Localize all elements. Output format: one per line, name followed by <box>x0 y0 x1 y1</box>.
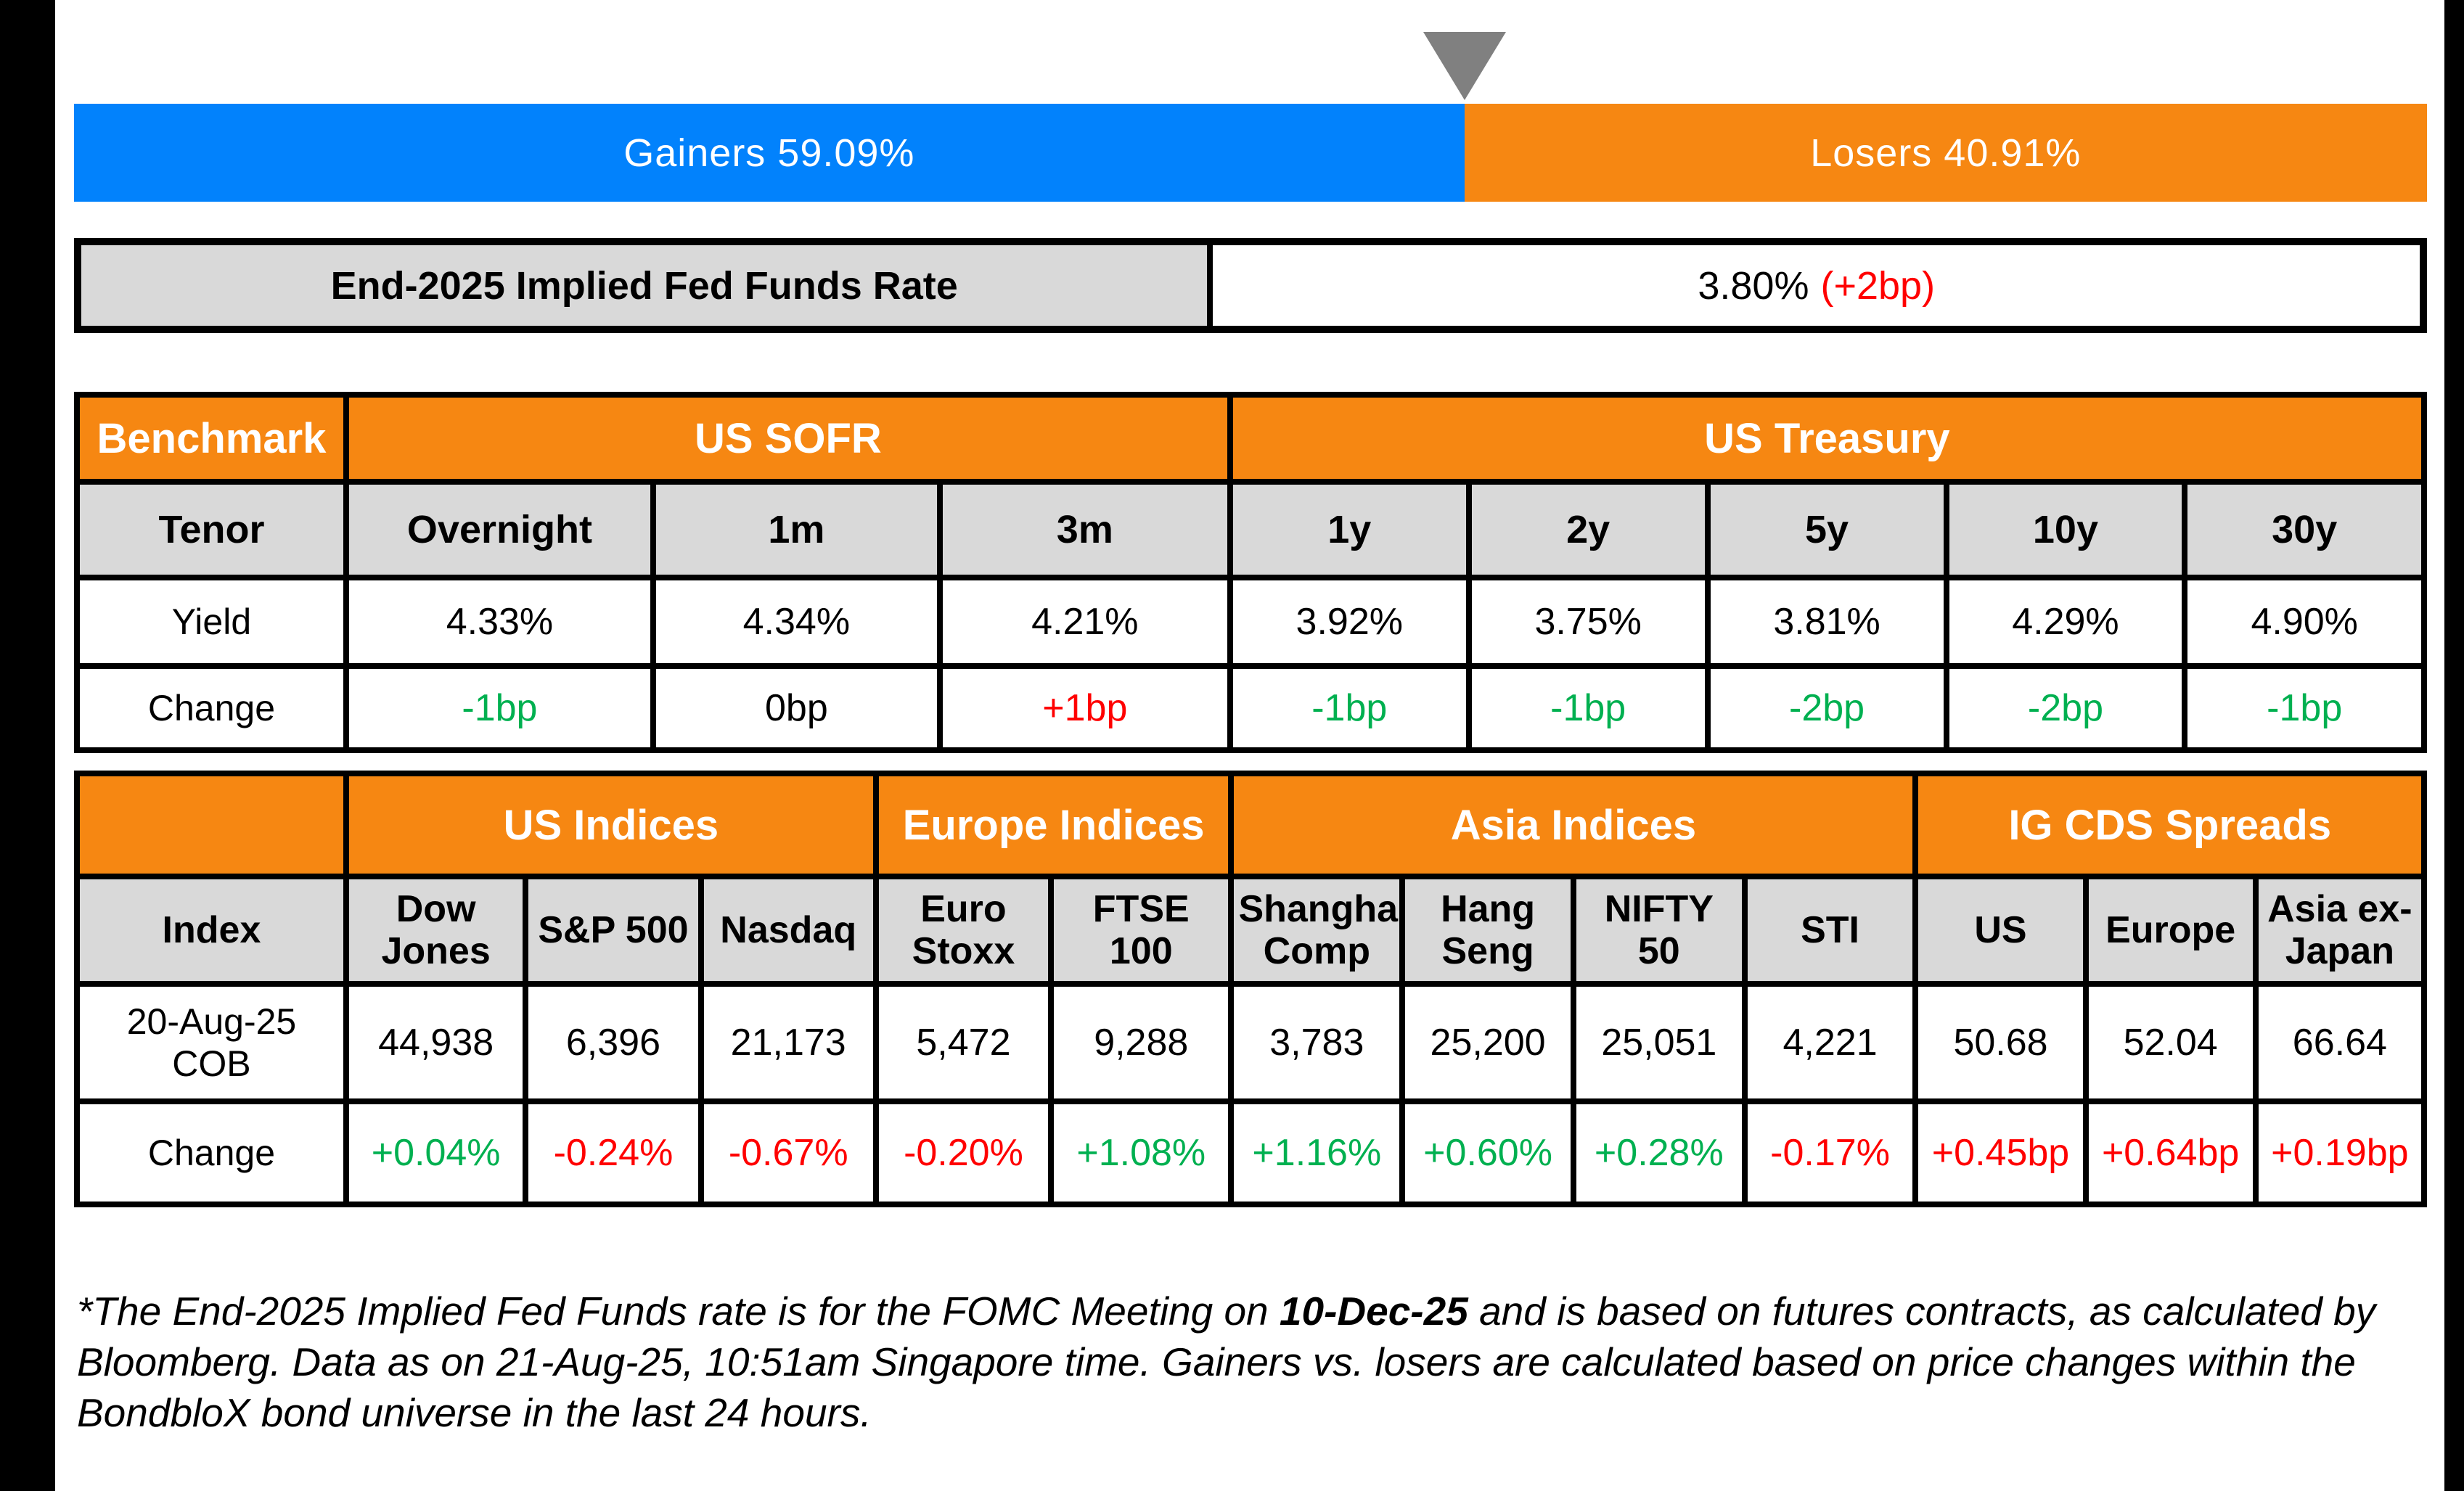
footnote-text: and is based on futures contracts, as ca… <box>1468 1289 2376 1334</box>
index-header-cell: Hang Seng <box>1399 874 1576 987</box>
index-value-cell: 3,783 <box>1228 981 1406 1104</box>
group-header-asia-indices: Asia Indices <box>1228 771 1919 879</box>
index-header-cell: Nasdaq <box>697 874 879 987</box>
cob-date-row-label: 20-Aug-25 COB <box>74 981 349 1104</box>
fed-funds-rate: 3.80% <box>1698 263 1809 308</box>
yield-row-label: Yield <box>74 575 349 669</box>
index-value-cell: 50.68 <box>1912 981 2089 1104</box>
fed-funds-label: End-2025 Implied Fed Funds Rate <box>81 245 1213 326</box>
index-value-cell: 52.04 <box>2082 981 2259 1104</box>
fed-funds-value-cell: 3.80% (+2bp) <box>1213 245 2420 326</box>
tenor-row-label: Tenor <box>74 479 349 580</box>
change-value-cell: 0bp <box>650 663 943 753</box>
benchmark-table: Benchmark US SOFR US Treasury Tenor Over… <box>74 392 2428 753</box>
tenor-header-cell: 10y <box>1943 479 2188 580</box>
change-value-cell: -2bp <box>1704 663 1949 753</box>
indices-table: US Indices Europe Indices Asia Indices I… <box>74 771 2428 1207</box>
losers-label: Losers 40.91% <box>1810 131 2082 175</box>
index-header-cell: S&P 500 <box>523 874 704 987</box>
yield-value-cell: 4.21% <box>936 575 1233 669</box>
index-row-label: Index <box>74 874 349 987</box>
tenor-header-cell: Overnight <box>343 479 656 580</box>
index-header-cell: US <box>1912 874 2089 987</box>
index-header-cell: Dow Jones <box>343 874 529 987</box>
group-header-us-treasury: US Treasury <box>1227 392 2428 485</box>
tenor-header-cell: 1m <box>650 479 943 580</box>
index-change-cell: +0.60% <box>1399 1098 1576 1207</box>
footnote-line-2: Bloomberg. Data as on 21-Aug-25, 10:51am… <box>77 1339 2356 1384</box>
yield-value-cell: 3.92% <box>1227 575 1472 669</box>
index-value-cell: 66.64 <box>2252 981 2428 1104</box>
left-black-strip <box>0 0 55 1491</box>
losers-bar-segment: Losers 40.91% <box>1464 104 2427 202</box>
index-value-cell: 9,288 <box>1048 981 1235 1104</box>
tenor-header-cell: 5y <box>1704 479 1949 580</box>
index-change-cell: +0.45bp <box>1912 1098 2089 1207</box>
right-black-strip <box>2444 0 2464 1491</box>
change-value-cell: -2bp <box>1943 663 2188 753</box>
change-value-cell: -1bp <box>2182 663 2427 753</box>
gainers-losers-marker-icon <box>1423 32 1506 100</box>
index-change-cell: -0.67% <box>697 1098 879 1207</box>
index-change-cell: +0.28% <box>1570 1098 1748 1207</box>
index-header-cell: Asia ex-Japan <box>2252 874 2428 987</box>
change-value-cell: -1bp <box>343 663 656 753</box>
index-value-cell: 5,472 <box>872 981 1055 1104</box>
index-change-cell: +0.04% <box>343 1098 529 1207</box>
yield-value-cell: 4.90% <box>2182 575 2427 669</box>
index-value-cell: 6,396 <box>523 981 704 1104</box>
group-header-us-sofr: US SOFR <box>343 392 1233 485</box>
yield-value-cell: 4.33% <box>343 575 656 669</box>
index-header-cell: Europe <box>2082 874 2259 987</box>
gainers-bar-segment: Gainers 59.09% <box>74 104 1465 202</box>
group-header-ig-cds-spreads: IG CDS Spreads <box>1912 771 2427 879</box>
change-value-cell: +1bp <box>936 663 1233 753</box>
change-value-cell: -1bp <box>1465 663 1711 753</box>
index-change-cell: -0.24% <box>523 1098 704 1207</box>
footnote-text: *The End-2025 Implied Fed Funds rate is … <box>77 1289 1280 1334</box>
group-header-spacer <box>74 771 349 879</box>
index-header-cell: Shanghai Comp <box>1228 874 1406 987</box>
tenor-header-cell: 1y <box>1227 479 1472 580</box>
footnote-line-3: BondbloX bond universe in the last 24 ho… <box>77 1390 872 1435</box>
change-value-cell: -1bp <box>1227 663 1472 753</box>
yield-value-cell: 3.75% <box>1465 575 1711 669</box>
index-change-cell: +1.08% <box>1048 1098 1235 1207</box>
fed-funds-box: End-2025 Implied Fed Funds Rate 3.80% (+… <box>74 238 2427 333</box>
index-value-cell: 25,051 <box>1570 981 1748 1104</box>
index-header-cell: FTSE 100 <box>1048 874 1235 987</box>
gainers-losers-bar: Gainers 59.09% Losers 40.91% <box>74 104 2427 202</box>
index-header-cell: NIFTY 50 <box>1570 874 1748 987</box>
index-value-cell: 44,938 <box>343 981 529 1104</box>
index-change-cell: -0.17% <box>1741 1098 1919 1207</box>
index-change-cell: -0.20% <box>872 1098 1055 1207</box>
index-value-cell: 4,221 <box>1741 981 1919 1104</box>
yield-value-cell: 4.29% <box>1943 575 2188 669</box>
yield-value-cell: 4.34% <box>650 575 943 669</box>
footnote-line-1: *The End-2025 Implied Fed Funds rate is … <box>77 1286 2437 1336</box>
index-header-cell: Euro Stoxx <box>872 874 1055 987</box>
footnote: *The End-2025 Implied Fed Funds rate is … <box>77 1286 2437 1438</box>
index-header-cell: STI <box>1741 874 1919 987</box>
group-header-us-indices: US Indices <box>343 771 879 879</box>
benchmark-corner-header: Benchmark <box>74 392 349 485</box>
footnote-fomc-date: 10-Dec-25 <box>1279 1289 1468 1334</box>
index-change-cell: +1.16% <box>1228 1098 1406 1207</box>
tenor-header-cell: 3m <box>936 479 1233 580</box>
index-value-cell: 25,200 <box>1399 981 1576 1104</box>
yield-value-cell: 3.81% <box>1704 575 1949 669</box>
index-value-cell: 21,173 <box>697 981 879 1104</box>
group-header-europe-indices: Europe Indices <box>872 771 1235 879</box>
fed-funds-change: (+2bp) <box>1820 263 1936 308</box>
tenor-header-cell: 30y <box>2182 479 2427 580</box>
gainers-label: Gainers 59.09% <box>623 131 915 175</box>
tenor-header-cell: 2y <box>1465 479 1711 580</box>
change-row-label: Change <box>74 663 349 753</box>
change-row-label: Change <box>74 1098 349 1207</box>
index-change-cell: +0.19bp <box>2252 1098 2428 1207</box>
index-change-cell: +0.64bp <box>2082 1098 2259 1207</box>
